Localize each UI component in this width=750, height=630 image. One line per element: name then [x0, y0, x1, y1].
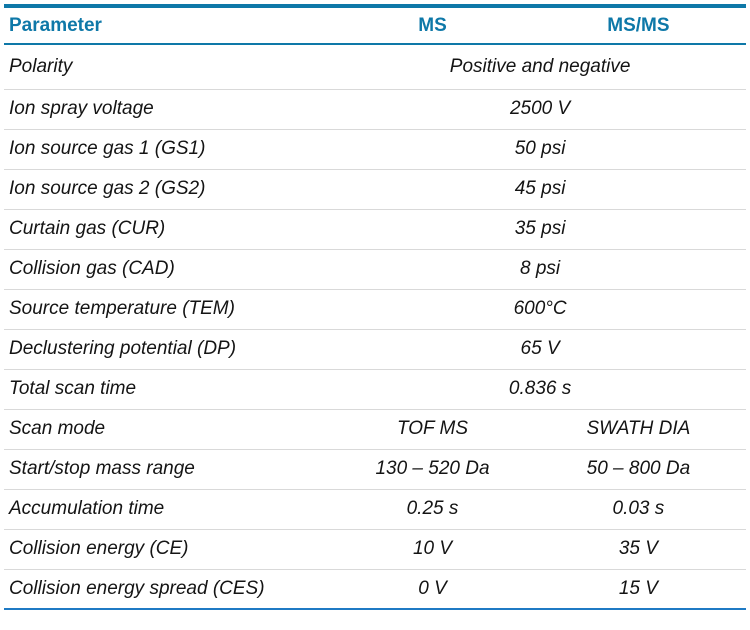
- table-row: Scan mode TOF MS SWATH DIA: [4, 409, 746, 450]
- shared-value-cell: 35 psi: [334, 209, 746, 250]
- table-row: Polarity Positive and negative: [4, 44, 746, 90]
- header-row: Parameter MS MS/MS: [4, 6, 746, 45]
- parameter-name-cell: Ion source gas 2 (GS2): [4, 169, 335, 210]
- ms-value-cell: 10 V: [334, 529, 531, 570]
- shared-value-cell: 8 psi: [334, 249, 746, 290]
- msms-value-cell: 50 – 800 Da: [530, 449, 746, 490]
- ms-value-cell: 0 V: [418, 577, 447, 599]
- parameter-name-cell: Curtain gas (CUR): [4, 209, 335, 250]
- table-row: Ion source gas 2 (GS2) 45 psi: [4, 169, 746, 210]
- msms-value-cell: SWATH DIA: [530, 409, 746, 450]
- parameter-name-cell: Scan mode: [4, 409, 335, 450]
- msms-value-cell: 15 V: [618, 577, 658, 599]
- parameter-name-cell: Accumulation time: [4, 489, 335, 530]
- column-header-msms: MS/MS: [530, 6, 746, 45]
- parameter-name-cell: Ion source gas 1 (GS1): [4, 129, 335, 170]
- ms-value-cell: 0.25 s: [334, 489, 531, 530]
- ms-value-cell: 130 – 520 Da: [334, 449, 531, 490]
- parameter-name-cell: Collision energy spread (CES): [9, 577, 265, 599]
- table-row: Accumulation time 0.25 s 0.03 s: [4, 489, 746, 530]
- column-header-parameter: Parameter: [4, 6, 335, 45]
- shared-value-cell: 600°C: [334, 289, 746, 330]
- column-header-ms: MS: [334, 6, 531, 45]
- msms-value-cell: 0.03 s: [530, 489, 746, 530]
- table-row: Ion source gas 1 (GS1) 50 psi: [4, 129, 746, 170]
- table-row: Curtain gas (CUR) 35 psi: [4, 209, 746, 250]
- table-row: Total scan time 0.836 s: [4, 369, 746, 410]
- instrument-parameters-table: Parameter MS MS/MS Polarity Positive and…: [4, 4, 746, 610]
- table-row: Ion spray voltage 2500 V: [4, 89, 746, 130]
- shared-value-cell: 45 psi: [334, 169, 746, 210]
- parameter-name-cell: Polarity: [4, 44, 335, 90]
- table-row: Collision gas (CAD) 8 psi: [4, 249, 746, 290]
- table-row: Start/stop mass range 130 – 520 Da 50 – …: [4, 449, 746, 490]
- table-row: Source temperature (TEM) 600°C: [4, 289, 746, 330]
- msms-value-cell: 35 V: [530, 529, 746, 570]
- parameter-name-cell: Total scan time: [4, 369, 335, 410]
- parameter-name-cell: Source temperature (TEM): [4, 289, 335, 330]
- table-row: Collision energy (CE) 10 V 35 V: [4, 529, 746, 570]
- parameter-name-cell: Start/stop mass range: [4, 449, 335, 490]
- parameter-name-cell: Ion spray voltage: [4, 89, 335, 130]
- shared-value-cell: Positive and negative: [334, 44, 746, 90]
- shared-value-cell: 65 V: [334, 329, 746, 370]
- parameter-name-cell: Collision gas (CAD): [4, 249, 335, 290]
- shared-value-cell: 50 psi: [334, 129, 746, 170]
- ms-value-cell: TOF MS: [334, 409, 531, 450]
- parameter-name-cell: Declustering potential (DP): [4, 329, 335, 370]
- table-row: Collision energy spread (CES) 0 V 15 V: [4, 569, 746, 609]
- shared-value-cell: 2500 V: [334, 89, 746, 130]
- page: Parameter MS MS/MS Polarity Positive and…: [4, 4, 746, 610]
- shared-value-cell: 0.836 s: [334, 369, 746, 410]
- parameter-name-cell: Collision energy (CE): [4, 529, 335, 570]
- table-row: Declustering potential (DP) 65 V: [4, 329, 746, 370]
